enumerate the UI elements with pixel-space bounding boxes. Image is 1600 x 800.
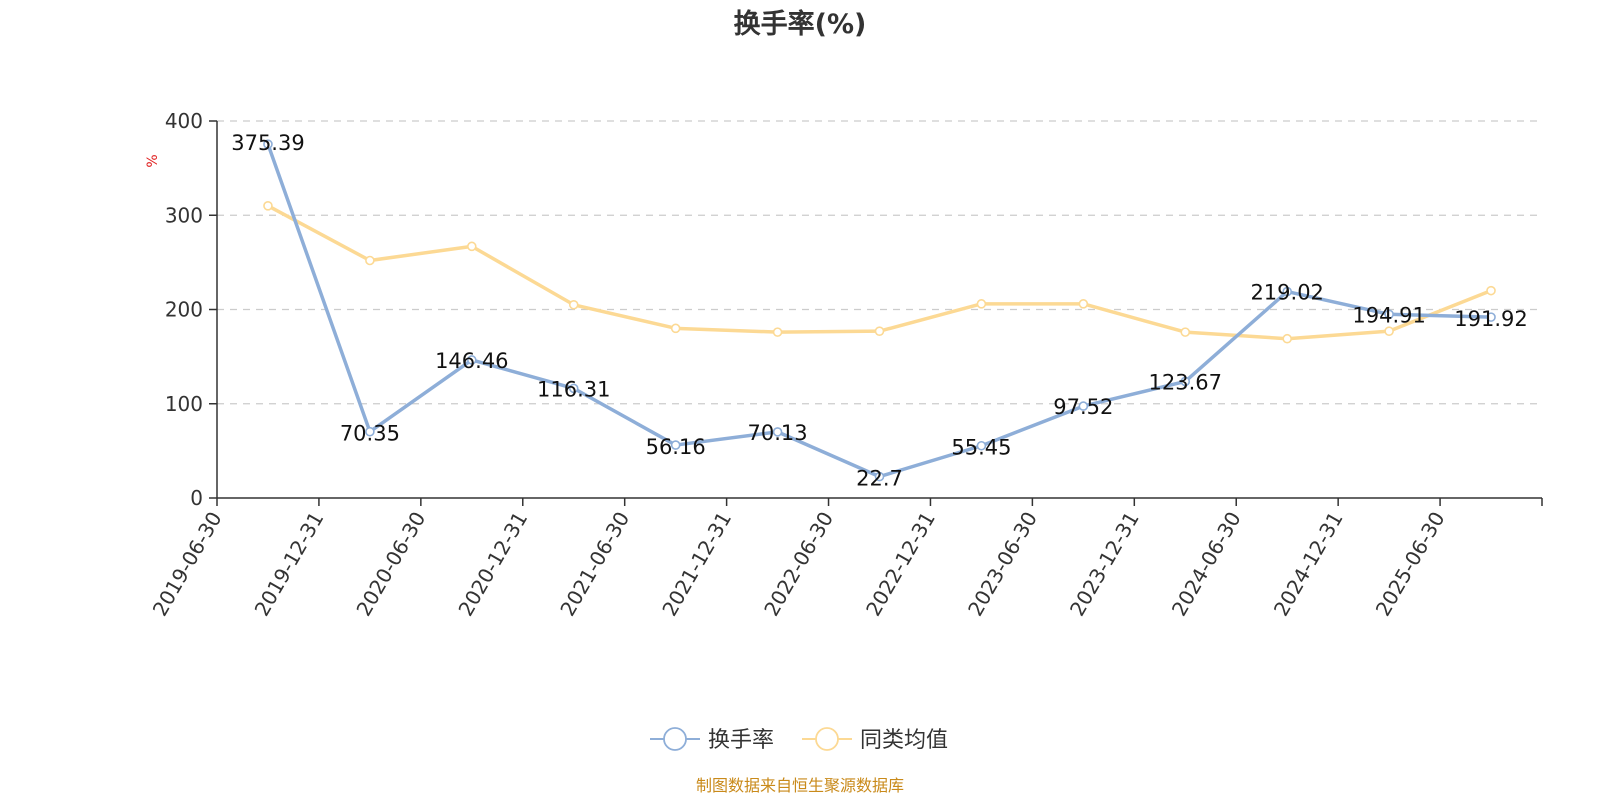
series-0-point-10 xyxy=(1282,286,1292,297)
data-label-0-8: 97.52 xyxy=(1053,395,1113,419)
series-0-point-3 xyxy=(568,383,579,394)
series-1-point-12 xyxy=(1486,285,1496,296)
data-label-0-5: 70.13 xyxy=(748,421,808,445)
data-label-0-4: 56.16 xyxy=(646,435,706,459)
grid-lines xyxy=(217,120,1542,405)
data-label-0-0: 375.39 xyxy=(231,131,304,155)
series-0-point-5 xyxy=(772,427,783,437)
series-line-0 xyxy=(266,143,1492,479)
data-label-0-6: 22.7 xyxy=(856,467,903,491)
series-0-point-11 xyxy=(1384,309,1394,320)
y-tick-label-1: 100 xyxy=(165,392,203,416)
data-label-0-7: 55.45 xyxy=(951,436,1011,460)
x-tick-label-10: 2024-06-30 xyxy=(1167,508,1246,621)
x-tick-label-5: 2021-12-31 xyxy=(657,508,736,621)
x-tick-label-6: 2022-06-30 xyxy=(759,508,838,621)
data-label-0-11: 194.91 xyxy=(1352,303,1425,327)
data-label-0-9: 123.67 xyxy=(1149,370,1222,394)
legend-label-1: 同类均值 xyxy=(860,728,948,753)
x-tick-label-7: 2022-12-31 xyxy=(861,508,940,621)
data-label-0-12: 191.92 xyxy=(1454,307,1527,331)
series-line-1 xyxy=(267,204,1492,341)
series-1-point-8 xyxy=(1078,299,1089,309)
y-axis-unit-label: % xyxy=(145,154,161,167)
x-tick-label-3: 2020-12-31 xyxy=(453,508,532,621)
series-1-point-9 xyxy=(1180,327,1191,337)
series-0-point-8 xyxy=(1078,401,1089,411)
legend-marker-0 xyxy=(663,727,687,751)
series-lines xyxy=(263,139,1496,482)
data-labels: 375.39 70.35 146.46 116.31 56.16 70.13 22.7 55.… xyxy=(231,131,1528,490)
y-tick-label-4: 400 xyxy=(165,109,203,133)
data-source-note: 制图数据来自恒生聚源数据库 xyxy=(696,776,904,795)
series-0-point-2 xyxy=(467,355,477,365)
chart-title: 换手率(%) xyxy=(734,8,867,40)
series-1-point-6 xyxy=(874,326,885,336)
x-tick-label-2: 2020-06-30 xyxy=(351,508,430,621)
series-1-point-2 xyxy=(467,241,477,252)
legend: 换手率 同类均值 xyxy=(650,727,948,753)
series-0-point-9 xyxy=(1180,376,1191,387)
x-tick-label-1: 2019-12-31 xyxy=(250,508,329,621)
series-1-point-5 xyxy=(772,327,783,337)
x-tick-label-4: 2021-06-30 xyxy=(555,508,634,621)
y-tick-label-3: 300 xyxy=(165,203,203,227)
series-1-point-0 xyxy=(263,201,273,211)
x-tick-label-8: 2023-06-30 xyxy=(963,508,1042,621)
x-tick-label-9: 2023-12-31 xyxy=(1065,508,1144,621)
x-axis-ticks: 2019-06-30 2019-12-31 2020-06-30 2020-12-31… xyxy=(148,498,1543,621)
series-0-point-7 xyxy=(976,440,987,451)
series-1-point-7 xyxy=(976,299,987,309)
x-tick-label-12: 2025-06-30 xyxy=(1371,508,1450,621)
legend-marker-1 xyxy=(815,727,839,751)
series-0-point-1 xyxy=(365,426,375,437)
series-0-point-12 xyxy=(1486,312,1496,322)
data-label-0-1: 70.35 xyxy=(340,422,400,446)
series-1-point-4 xyxy=(670,323,681,334)
series-1-point-1 xyxy=(365,255,375,266)
y-tick-label-2: 200 xyxy=(165,298,203,322)
data-label-0-3: 116.31 xyxy=(537,377,610,401)
series-1-point-10 xyxy=(1282,333,1292,344)
series-1-point-3 xyxy=(568,299,579,310)
y-tick-label-0: 0 xyxy=(190,486,203,510)
x-tick-label-0: 2019-06-30 xyxy=(148,508,227,621)
series-1-point-11 xyxy=(1384,326,1394,336)
data-label-0-2: 146.46 xyxy=(435,349,508,373)
y-axis-ticks: 0 100 200 300 400 xyxy=(165,109,217,510)
data-label-0-10: 219.02 xyxy=(1250,281,1323,305)
series-0-point-0 xyxy=(263,139,273,149)
legend-label-0: 换手率 xyxy=(708,728,774,753)
series-0-point-6 xyxy=(874,471,885,482)
series-0-point-4 xyxy=(670,440,681,450)
x-tick-label-11: 2024-12-31 xyxy=(1269,508,1348,621)
